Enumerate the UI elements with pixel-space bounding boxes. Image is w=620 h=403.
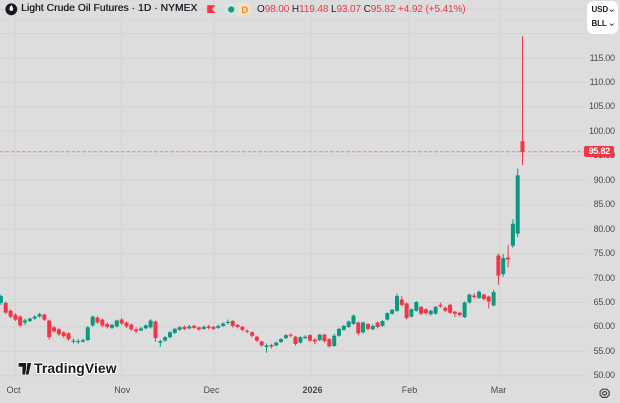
svg-text:D: D: [241, 5, 248, 16]
